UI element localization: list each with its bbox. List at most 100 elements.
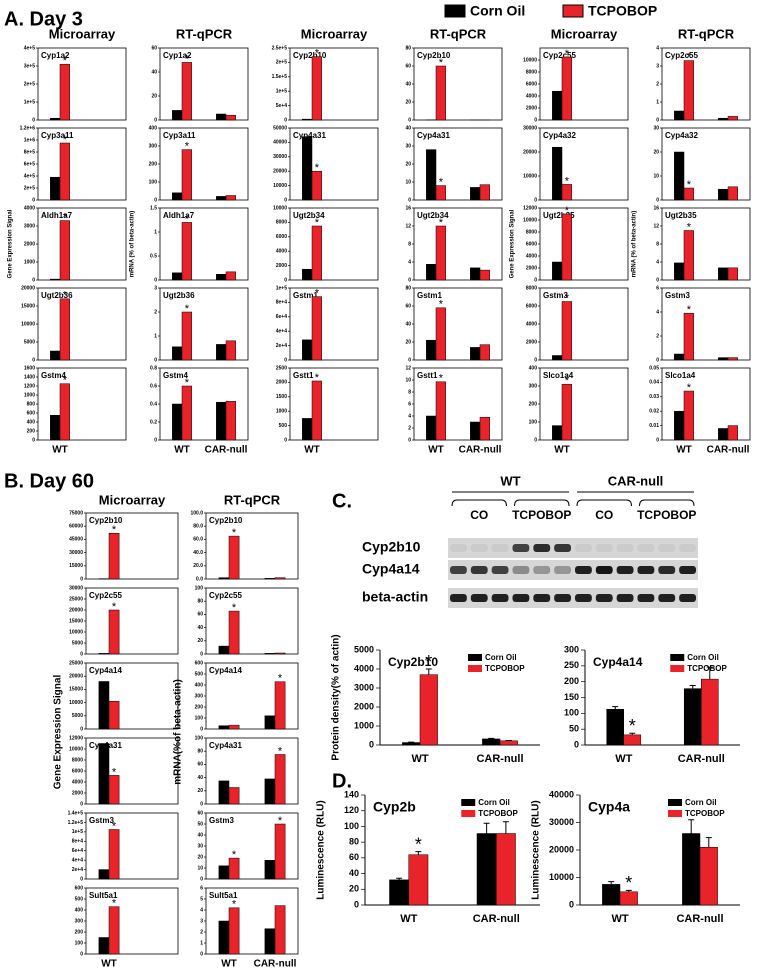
x-tick-label: WT — [400, 913, 417, 925]
blot-treatment-label: TCPOBOP — [512, 508, 571, 522]
x-tick-label: WT — [101, 959, 117, 970]
error-bar — [502, 821, 509, 834]
plot-frame — [289, 367, 379, 441]
bar — [59, 63, 70, 121]
y-tick-label: 1.5e+5 — [272, 74, 288, 80]
plot-frame — [85, 812, 179, 880]
y-tick-label: 5 — [200, 896, 203, 902]
y-tick-label: 5000 — [354, 644, 374, 654]
chart-title: Ugt2b36 — [41, 291, 73, 300]
significance-star: * — [112, 524, 117, 536]
bar-chart: 0 2000 4000 6000 8000 10000 12000 Ugt2b35 Gene E… — [510, 205, 629, 283]
x-tick-label: CAR-null — [707, 445, 750, 456]
plot-frame — [159, 287, 249, 361]
bar — [470, 347, 481, 361]
y-tick-label: 80.0 — [193, 524, 203, 530]
significance-star: * — [112, 601, 117, 613]
plot-frame — [289, 127, 379, 201]
y-tick-label: 0.0 — [196, 576, 203, 582]
legend-swatch — [468, 665, 482, 672]
y-tick-label: 0 — [80, 651, 83, 657]
significance-star: * — [687, 52, 692, 64]
y-tick-label: 2e+5 — [24, 81, 35, 87]
chart-title: Ugt2b36 — [163, 291, 195, 300]
error-bar — [629, 732, 636, 735]
y-tick-label: 0 — [284, 357, 287, 363]
bar — [50, 278, 61, 281]
bar-chart: 0 1 2 3 Ugt2b36 * — [154, 285, 249, 363]
y-tick-label: 0 — [80, 876, 83, 882]
plot-frame — [661, 287, 751, 361]
y-tick-label: 100 — [149, 179, 158, 185]
bar — [216, 113, 227, 121]
bar — [172, 110, 183, 121]
y-tick-label: 0.02 — [649, 409, 659, 415]
y-tick-label: 20000 — [69, 674, 83, 680]
y-tick-label: 16 — [653, 205, 659, 211]
significance-star: * — [315, 288, 320, 300]
y-tick-label: 30000 — [523, 125, 537, 131]
significance-star: * — [565, 175, 570, 187]
chart-title: Gstt1 — [417, 371, 438, 380]
blot-band — [616, 594, 634, 602]
bar — [718, 117, 729, 121]
y-tick-label: 10000 — [273, 183, 287, 189]
bar — [274, 754, 286, 805]
y-tick-label: 40.0 — [193, 550, 203, 556]
chart-title: Slco1a4 — [543, 371, 574, 380]
bar-chart: 0.0 20.0 40.0 60.0 80.0 100.0 Cyp2b10 RT-qPCR * — [190, 492, 299, 582]
bar — [311, 296, 322, 361]
column-header: Microarray — [551, 26, 618, 41]
y-tick-label: 400 — [27, 419, 36, 425]
chart-title: Ugt2b34 — [293, 211, 325, 220]
x-tick-label: CAR-null — [254, 959, 297, 970]
y-tick-label: 40 — [349, 868, 359, 878]
legend-label: Corn Oil — [485, 653, 517, 662]
chart-title: Cyp2c55 — [543, 51, 576, 60]
blot-band — [595, 566, 613, 574]
bar — [311, 56, 322, 121]
y-tick-label: 0.2 — [150, 419, 157, 425]
y-tick-label: 50000 — [273, 125, 287, 131]
chart-title: Cyp1a2 — [41, 51, 70, 60]
bar-chart: 0 2000 4000 6000 8000 Gstm3* — [526, 285, 629, 363]
panel-label: C. — [332, 490, 352, 512]
significance-star: * — [232, 899, 237, 911]
y-tick-label: 2000 — [276, 263, 287, 269]
y-tick-label: 8000 — [526, 285, 537, 291]
y-tick-label: 12 — [405, 223, 411, 229]
error-bar — [689, 684, 696, 689]
blot-band — [679, 566, 696, 574]
y-tick-label: 4 — [408, 413, 411, 419]
bar-chart: 0 5000 10000 15000 20000 25000 Cyp4a14 Gene Exp… — [53, 660, 179, 789]
bar — [718, 188, 729, 201]
bar — [264, 928, 276, 955]
significance-star: * — [63, 134, 68, 146]
blot-band — [637, 544, 655, 552]
legend-label: TCPOBOP — [478, 809, 518, 818]
blot-row-label: beta-actin — [362, 589, 428, 605]
bar-chart: 0 5000 10000 15000 20000 25000 30000 Cyp2c55* — [69, 585, 179, 657]
legend-label: Corn Oil — [470, 3, 525, 19]
chart-title: Cyp3a11 — [41, 131, 74, 140]
significance-star: * — [439, 57, 444, 69]
chart-title: Cyp2c55 — [209, 591, 242, 600]
significance-star: * — [232, 602, 237, 614]
bar — [727, 425, 738, 441]
bar — [172, 346, 183, 361]
bar — [181, 222, 192, 281]
y-tick-label: 10 — [653, 173, 659, 179]
chart-title: Gstm1 — [293, 291, 318, 300]
y-tick-label: 500 — [75, 896, 84, 902]
bar — [561, 213, 572, 281]
significance-star: * — [415, 834, 422, 854]
blot-band — [616, 566, 634, 574]
x-tick-label: WT — [304, 445, 320, 456]
legend-swatch — [670, 665, 685, 672]
significance-star: * — [185, 53, 190, 65]
blot-band — [658, 566, 676, 574]
bar-chart: 0 1 2 3 4 5 6 Sult5a1 WT * CAR-null — [200, 885, 299, 970]
y-tick-label: 4e+5 — [24, 45, 35, 51]
bar — [108, 906, 120, 955]
bar — [274, 905, 286, 955]
